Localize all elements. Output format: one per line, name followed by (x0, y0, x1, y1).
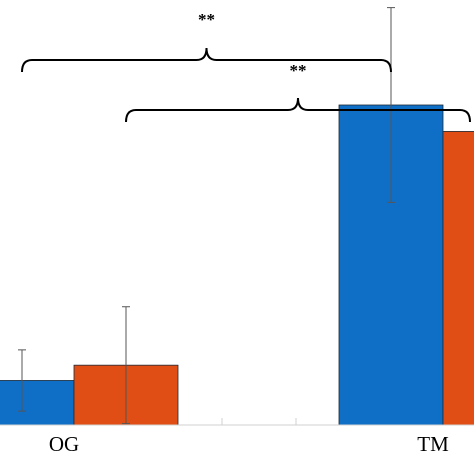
x-axis-tick-labels: OG TM (49, 432, 449, 456)
significance-brackets: ** ** (21, 10, 471, 123)
x-axis-minor-ticks (221, 418, 297, 425)
significance-bracket-1 (21, 47, 392, 73)
significance-bracket-2 (125, 97, 471, 123)
tick-label-og: OG (49, 432, 79, 456)
significance-label-1: ** (198, 10, 215, 29)
bar-tm-series2 (442, 131, 474, 426)
error-bars-layer (18, 7, 395, 425)
bar-og-series1 (0, 380, 75, 426)
significance-label-2: ** (290, 61, 307, 80)
tick-label-tm: TM (417, 432, 449, 456)
bars-layer (0, 104, 474, 426)
